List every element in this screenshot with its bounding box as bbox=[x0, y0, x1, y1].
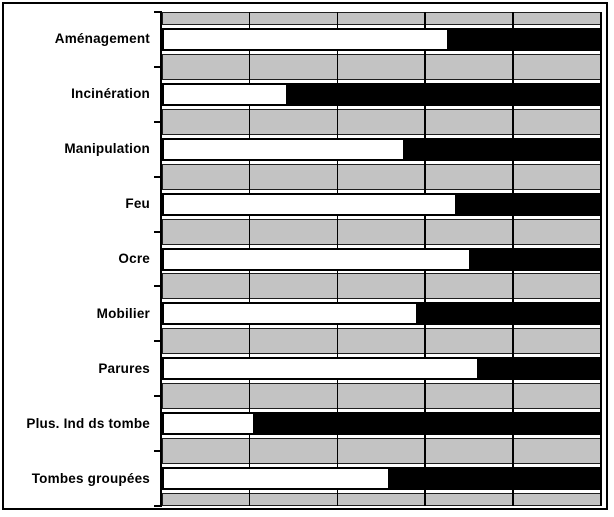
bar-segment-black-feu bbox=[455, 194, 599, 214]
axis-tick bbox=[154, 11, 161, 13]
category-axis-line bbox=[160, 11, 162, 507]
bar-segment-black-tombes-groupees bbox=[388, 469, 599, 489]
plot-background-band bbox=[162, 438, 601, 465]
category-label-amenagement: Aménagement bbox=[54, 31, 150, 47]
bar-parures bbox=[162, 357, 601, 381]
bar-amenagement bbox=[162, 27, 601, 51]
bar-segment-white-tombes-groupees bbox=[164, 469, 389, 489]
bar-plus-ind-ds-tombe bbox=[162, 412, 601, 436]
bar-segment-black-amenagement bbox=[446, 29, 599, 49]
category-label-plus-ind-ds-tombe: Plus. Ind ds tombe bbox=[26, 415, 150, 431]
bar-segment-white-ocre bbox=[164, 249, 469, 269]
bar-segment-black-incineration bbox=[285, 84, 599, 104]
plot-background-band bbox=[162, 53, 601, 80]
axis-tick bbox=[154, 230, 161, 233]
bar-segment-white-amenagement bbox=[164, 29, 447, 49]
axis-tick bbox=[154, 505, 161, 507]
plot-background-band bbox=[162, 108, 601, 135]
bar-feu bbox=[162, 192, 601, 216]
axis-tick bbox=[154, 340, 161, 343]
bar-ocre bbox=[162, 247, 601, 271]
axis-tick bbox=[154, 65, 161, 68]
category-label-manipulation: Manipulation bbox=[64, 141, 150, 157]
plot-background-band bbox=[162, 218, 601, 245]
bar-mobilier bbox=[162, 302, 601, 326]
axis-tick bbox=[154, 395, 161, 398]
category-label-feu: Feu bbox=[125, 196, 150, 212]
bar-segment-black-mobilier bbox=[416, 304, 599, 324]
axis-tick bbox=[154, 120, 161, 123]
axis-tick bbox=[154, 285, 161, 288]
bar-segment-white-plus-ind-ds-tombe bbox=[164, 414, 254, 434]
category-label-parures: Parures bbox=[98, 360, 150, 376]
bar-segment-black-ocre bbox=[468, 249, 599, 269]
plot-background-band bbox=[162, 163, 601, 190]
plot-background-band bbox=[162, 383, 601, 410]
plot-background-band bbox=[162, 493, 601, 506]
bar-incineration bbox=[162, 82, 601, 106]
bar-segment-black-parures bbox=[477, 359, 599, 379]
bar-segment-black-plus-ind-ds-tombe bbox=[253, 414, 599, 434]
bar-segment-white-incineration bbox=[164, 84, 286, 104]
plot-area bbox=[162, 12, 602, 506]
category-label-tombes-groupees: Tombes groupées bbox=[31, 470, 150, 486]
axis-tick bbox=[154, 175, 161, 178]
axis-tick bbox=[154, 450, 161, 453]
plot-background-band bbox=[162, 273, 601, 300]
category-label-incineration: Incinération bbox=[71, 86, 150, 102]
category-label-ocre: Ocre bbox=[118, 251, 150, 266]
category-label-mobilier: Mobilier bbox=[96, 305, 150, 321]
bar-segment-white-feu bbox=[164, 194, 456, 214]
plot-background-band bbox=[162, 12, 601, 25]
plot-background-band bbox=[162, 328, 601, 355]
bar-segment-black-manipulation bbox=[403, 139, 599, 159]
bar-tombes-groupees bbox=[162, 467, 601, 491]
bar-manipulation bbox=[162, 137, 601, 161]
bar-segment-white-mobilier bbox=[164, 304, 417, 324]
bar-segment-white-parures bbox=[164, 359, 478, 379]
bar-segment-white-manipulation bbox=[164, 139, 404, 159]
